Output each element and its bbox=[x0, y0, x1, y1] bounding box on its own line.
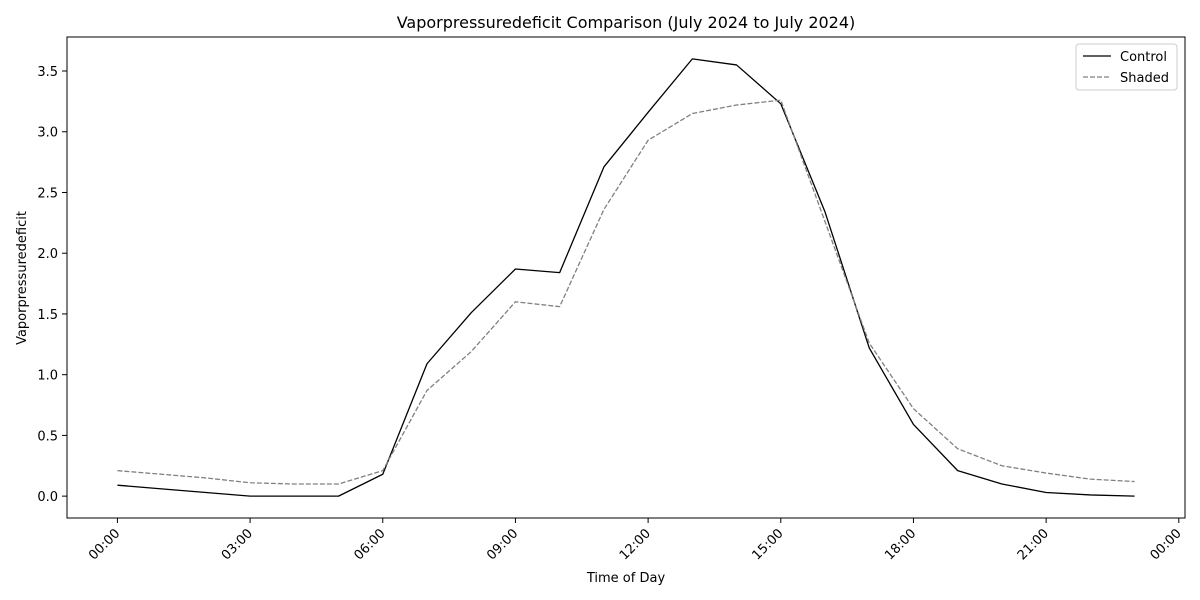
x-tick-label: 00:00 bbox=[86, 526, 123, 563]
series-line-control bbox=[117, 58, 1135, 497]
x-tick-label: 00:00 bbox=[1148, 526, 1185, 563]
x-tick-label: 21:00 bbox=[1015, 526, 1052, 563]
x-axis-label: Time of Day bbox=[586, 571, 666, 586]
x-tick-label: 15:00 bbox=[750, 526, 787, 563]
legend: Control Shaded bbox=[1075, 43, 1178, 91]
legend-label-shaded: Shaded bbox=[1120, 71, 1169, 86]
y-tick-label: 2.0 bbox=[37, 247, 58, 262]
x-tick-label: 09:00 bbox=[484, 526, 521, 563]
x-tick-label: 12:00 bbox=[617, 526, 654, 563]
y-axis: 0.0 0.5 1.0 1.5 2.0 2.5 3.0 3.5 bbox=[37, 65, 67, 505]
x-tick-label: 03:00 bbox=[219, 526, 256, 563]
y-tick-label: 1.5 bbox=[37, 308, 58, 323]
legend-label-control: Control bbox=[1120, 50, 1167, 65]
y-tick-label: 0.5 bbox=[37, 429, 58, 444]
y-axis-label: Vaporpressuredeficit bbox=[15, 211, 30, 345]
y-tick-label: 3.5 bbox=[37, 65, 58, 80]
plot-area bbox=[66, 36, 1186, 519]
y-tick-label: 0.0 bbox=[37, 490, 58, 505]
x-tick-label: 06:00 bbox=[351, 526, 388, 563]
series-line-shaded bbox=[117, 99, 1135, 485]
y-tick-label: 1.0 bbox=[37, 369, 58, 384]
x-tick-label: 18:00 bbox=[882, 526, 919, 563]
y-tick-label: 2.5 bbox=[37, 186, 58, 201]
series-group bbox=[117, 58, 1135, 497]
x-axis: 00:00 03:00 06:00 09:00 12:00 15:00 18:00 21:00… bbox=[86, 518, 1185, 563]
chart-title: Vaporpressuredeficit Comparison (July 20… bbox=[397, 13, 856, 32]
y-tick-label: 3.0 bbox=[37, 126, 58, 141]
